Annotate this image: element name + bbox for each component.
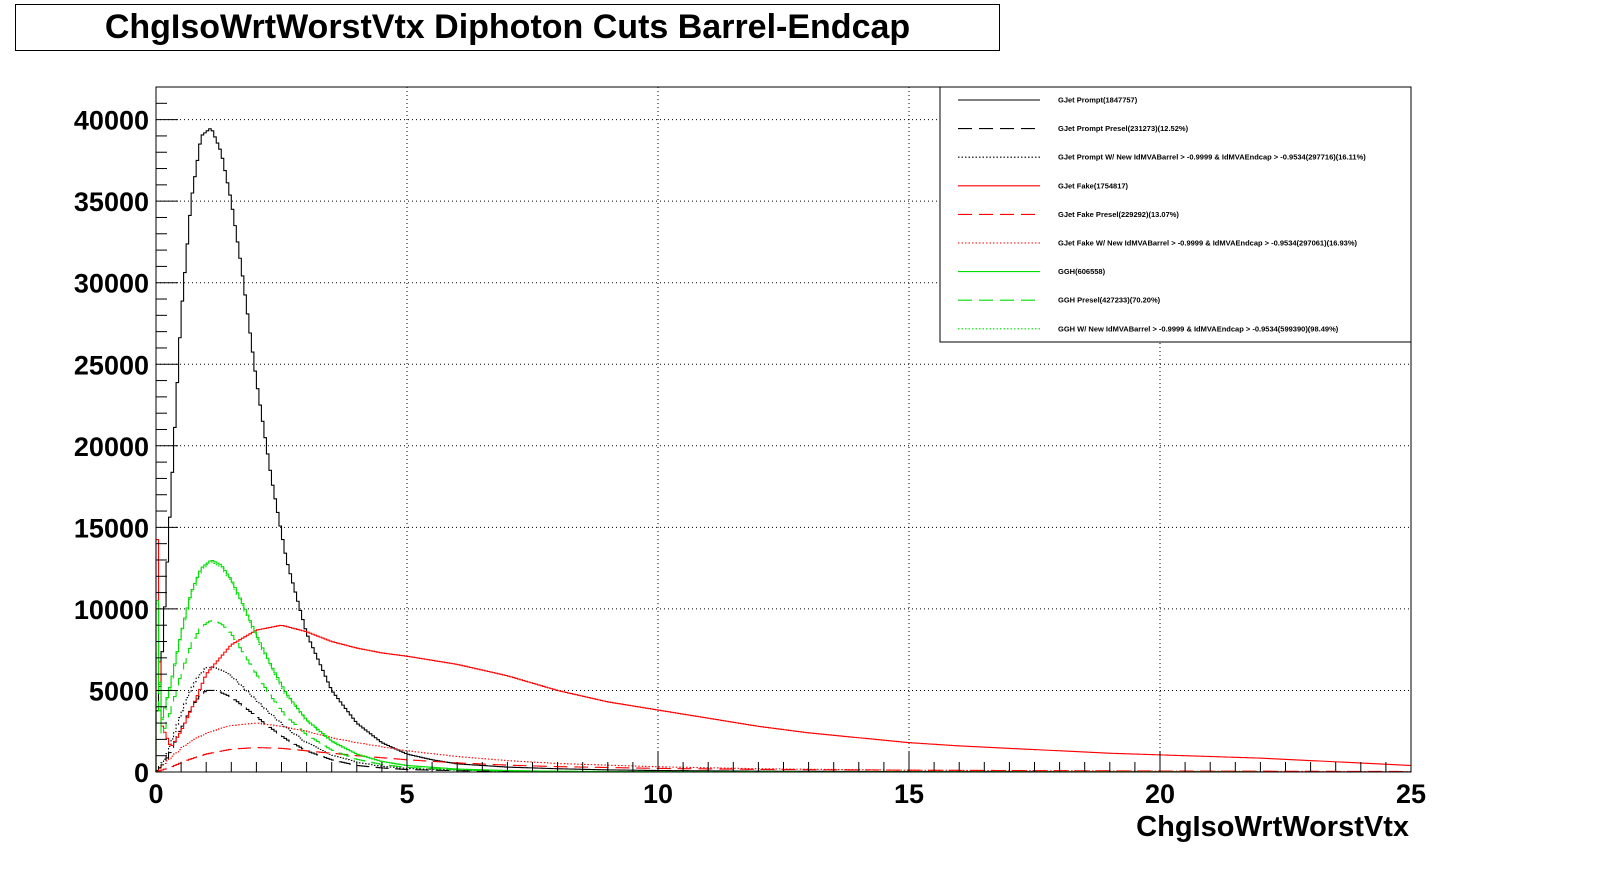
series-line-5 bbox=[155, 722, 1411, 773]
y-tick-label-0: 0 bbox=[134, 758, 149, 788]
legend-entry-2: GJet Prompt W/ New IdMVABarrel > -0.9999… bbox=[1058, 153, 1366, 162]
legend-entry-4: GJet Fake Presel(229292)(13.07%) bbox=[1058, 210, 1179, 219]
axis-ticks bbox=[155, 86, 1412, 773]
y-tick-label-8: 40000 bbox=[74, 106, 149, 136]
chart-title-box: ChgIsoWrtWorstVtx Diphoton Cuts Barrel-E… bbox=[15, 4, 1000, 51]
legend-entry-1: GJet Prompt Presel(231273)(12.52%) bbox=[1058, 124, 1189, 133]
series-line-3 bbox=[155, 539, 1411, 772]
y-tick-label-3: 15000 bbox=[74, 513, 149, 543]
y-tick-label-7: 35000 bbox=[74, 187, 149, 217]
x-tick-label-3: 15 bbox=[894, 779, 924, 809]
legend-entry-7: GGH Presel(427233)(70.20%) bbox=[1058, 296, 1161, 305]
legend-entry-6: GGH(606558) bbox=[1058, 267, 1106, 276]
y-tick-label-6: 30000 bbox=[74, 269, 149, 299]
legend-entry-3: GJet Fake(1754817) bbox=[1058, 181, 1129, 190]
legend-entry-5: GJet Fake W/ New IdMVABarrel > -0.9999 &… bbox=[1058, 239, 1358, 248]
legend-entry-0: GJet Prompt(1847757) bbox=[1058, 96, 1138, 105]
tick-labels: 0 5 10 15 20 25 0 5000 10000 15000 20000 25000 30000… bbox=[74, 106, 1426, 809]
x-tick-label-5: 25 bbox=[1396, 779, 1426, 809]
x-tick-label-4: 20 bbox=[1145, 779, 1175, 809]
y-tick-label-2: 10000 bbox=[74, 595, 149, 625]
legend: GJet Prompt(1847757) GJet Prompt Presel(2… bbox=[939, 86, 1412, 343]
y-tick-label-1: 5000 bbox=[89, 676, 149, 706]
chart-title: ChgIsoWrtWorstVtx Diphoton Cuts Barrel-E… bbox=[104, 8, 911, 46]
x-tick-label-2: 10 bbox=[643, 779, 673, 809]
legend-entry-8: GGH W/ New IdMVABarrel > -0.9999 & IdMVA… bbox=[1058, 324, 1339, 333]
series-line-1 bbox=[155, 689, 1411, 773]
x-tick-label-1: 5 bbox=[399, 779, 414, 809]
series-line-8 bbox=[155, 561, 1411, 773]
y-tick-label-5: 25000 bbox=[74, 350, 149, 380]
x-tick-label-0: 0 bbox=[148, 779, 163, 809]
series-line-6 bbox=[155, 560, 1411, 773]
series-line-7 bbox=[155, 620, 1411, 773]
y-tick-label-4: 20000 bbox=[74, 432, 149, 462]
legend-box bbox=[939, 86, 1412, 343]
x-axis-title: ChgIsoWrtWorstVtx bbox=[1136, 811, 1409, 843]
